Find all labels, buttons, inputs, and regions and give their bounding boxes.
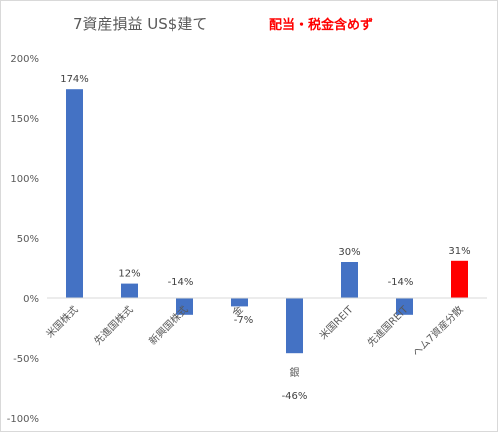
data-label: 31%: [448, 246, 470, 257]
category-label: 先進国株式: [91, 303, 136, 348]
data-label: -14%: [388, 277, 414, 288]
y-tick-label: 0%: [23, 294, 39, 305]
bar: [66, 89, 83, 298]
data-label: -7%: [234, 315, 253, 326]
category-label: ヘム7資産分散: [409, 303, 465, 359]
chart-title: 7資産損益 US$建て: [73, 15, 207, 33]
data-label: 12%: [118, 269, 140, 280]
data-labels: 174% 12% -14% -7% -46% 30% -14% 31%: [60, 74, 470, 402]
data-label: 174%: [60, 74, 89, 85]
bar: [231, 298, 248, 307]
bars: [66, 89, 468, 354]
data-label: -46%: [282, 391, 308, 402]
category-label: 米国REIT: [316, 302, 356, 342]
y-axis: -100% -50% 0% 50% 100% 150% 200%: [7, 54, 39, 425]
y-tick-label: 200%: [10, 54, 39, 65]
y-tick-label: 100%: [10, 174, 39, 185]
data-label: 30%: [338, 247, 360, 258]
bar: [121, 283, 138, 298]
bar: [341, 262, 358, 298]
bar: [286, 298, 303, 354]
category-label: 銀: [290, 366, 300, 379]
category-label: 米国株式: [43, 303, 80, 340]
data-label: -14%: [168, 277, 194, 288]
bar: [396, 298, 413, 315]
category-label: 先進国REIT: [365, 303, 411, 349]
bar: [451, 260, 468, 298]
bar: [176, 298, 193, 315]
y-tick-label: -100%: [7, 414, 39, 425]
chart-subtitle: 配当・税金含めず: [269, 17, 373, 33]
y-tick-label: -50%: [13, 354, 39, 365]
category-label: 新興国株式: [146, 303, 191, 348]
y-tick-label: 50%: [17, 234, 39, 245]
y-tick-label: 150%: [10, 114, 39, 125]
